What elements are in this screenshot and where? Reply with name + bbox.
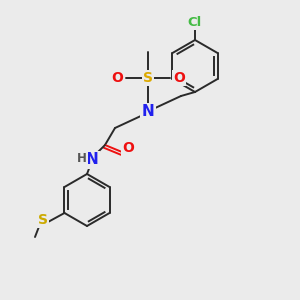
Text: O: O: [122, 141, 134, 155]
Text: O: O: [173, 71, 185, 85]
Text: O: O: [111, 71, 123, 85]
Text: S: S: [143, 71, 153, 85]
Text: S: S: [38, 213, 48, 227]
Text: H: H: [77, 152, 87, 164]
Text: Cl: Cl: [188, 16, 202, 28]
Text: N: N: [85, 152, 98, 167]
Text: N: N: [142, 104, 154, 119]
